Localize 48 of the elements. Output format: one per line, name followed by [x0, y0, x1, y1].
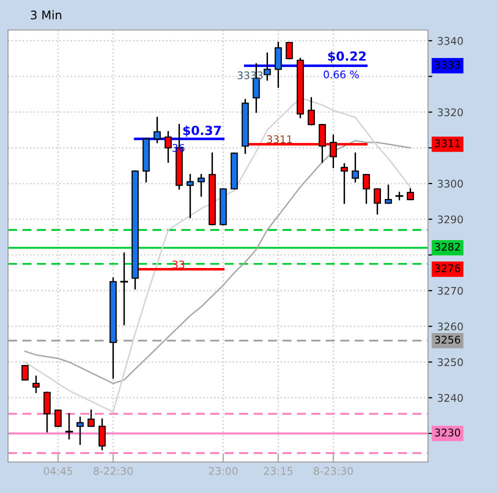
- annotation: 0.66 %: [324, 70, 359, 78]
- candlestick: [340, 163, 348, 204]
- x-tick-label: 23:00: [208, 467, 238, 475]
- candlestick: [352, 152, 359, 182]
- y-tick-label: 3260: [438, 322, 463, 330]
- annotation: $0.22: [328, 51, 366, 63]
- candlestick: [406, 188, 414, 200]
- candlestick: [32, 376, 40, 394]
- candlestick: [54, 410, 62, 427]
- candlestick: [186, 174, 194, 218]
- candlestick: [274, 42, 282, 88]
- candlestick: [44, 392, 51, 432]
- candlestick: [374, 188, 381, 215]
- candlestick: [384, 184, 392, 204]
- candlestick: [120, 252, 128, 326]
- candlestick: [65, 413, 73, 440]
- candlestick: [21, 364, 29, 381]
- ref-line-label: 3256: [435, 336, 460, 344]
- candlestick: [308, 97, 315, 126]
- candlestick: [362, 174, 370, 204]
- y-tick-label: 3270: [438, 286, 463, 295]
- ref-line-label: 3282: [435, 242, 460, 251]
- annotation: $0.37: [183, 125, 221, 137]
- candlestick: [76, 416, 84, 445]
- candlestick: [264, 52, 271, 81]
- y-tick-label: 3300: [438, 180, 463, 188]
- x-tick-label: 23:15: [264, 467, 292, 475]
- candlestick: [198, 174, 205, 197]
- y-tick-label: 3340: [438, 36, 463, 45]
- candlestick: [164, 131, 172, 163]
- candlestick: [98, 418, 106, 450]
- y-tick-label: 3240: [438, 394, 463, 402]
- chart-title: 3 Min: [30, 10, 62, 20]
- x-tick-label: 04:45: [44, 467, 72, 475]
- y-tick-label: 3320: [438, 108, 463, 116]
- candlestick: [396, 192, 404, 200]
- candlestick: [154, 116, 161, 144]
- text: 3333: [435, 60, 460, 69]
- candlestick: [88, 410, 95, 427]
- series-label: 3311: [267, 135, 292, 144]
- ref-line-label: 3230: [435, 428, 460, 436]
- x-tick-label: 8-22:30: [94, 467, 133, 475]
- candlestick: [286, 42, 293, 60]
- text: 3276: [435, 264, 460, 272]
- text: 3311: [435, 139, 460, 148]
- x-tick-label: 8-23:30: [314, 467, 353, 475]
- y-tick-label: 3250: [438, 358, 463, 366]
- y-tick-label: 3290: [438, 215, 463, 224]
